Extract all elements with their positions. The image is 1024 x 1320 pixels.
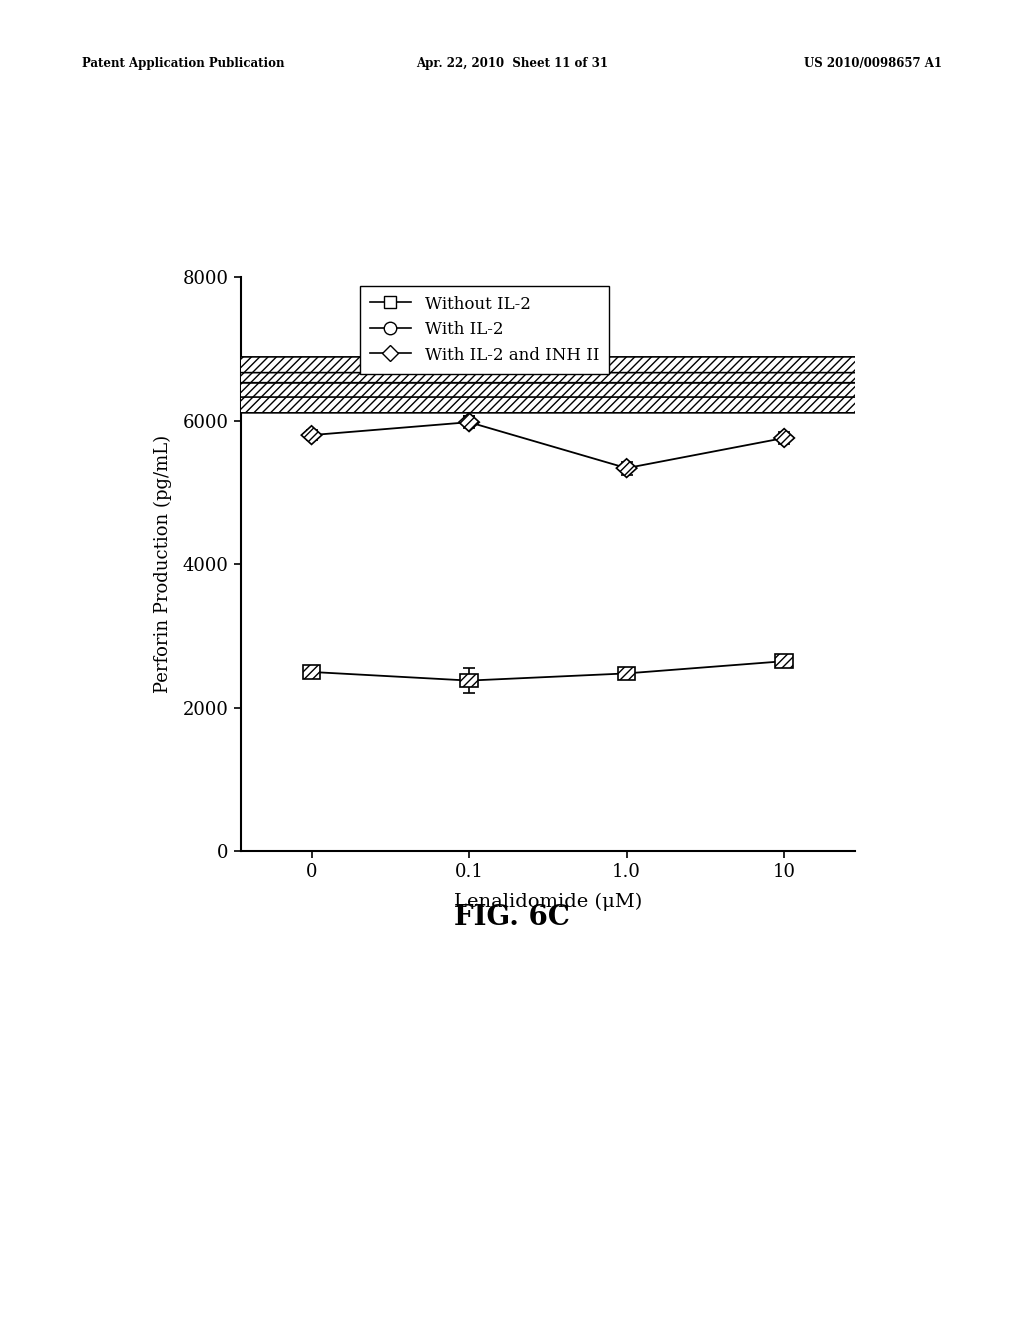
X-axis label: Lenalidomide (μM): Lenalidomide (μM) xyxy=(454,892,642,911)
FancyBboxPatch shape xyxy=(775,655,793,668)
Text: Apr. 22, 2010  Sheet 11 of 31: Apr. 22, 2010 Sheet 11 of 31 xyxy=(416,57,608,70)
Polygon shape xyxy=(774,429,795,447)
Y-axis label: Perforin Production (pg/mL): Perforin Production (pg/mL) xyxy=(154,436,172,693)
Text: FIG. 6C: FIG. 6C xyxy=(454,904,570,931)
Polygon shape xyxy=(301,426,322,445)
Polygon shape xyxy=(459,413,479,432)
Legend: Without IL-2, With IL-2, With IL-2 and INH II: Without IL-2, With IL-2, With IL-2 and I… xyxy=(359,285,609,374)
Circle shape xyxy=(0,356,1024,372)
Circle shape xyxy=(0,397,1024,413)
Polygon shape xyxy=(616,459,637,478)
FancyBboxPatch shape xyxy=(303,665,321,678)
Text: US 2010/0098657 A1: US 2010/0098657 A1 xyxy=(804,57,942,70)
Circle shape xyxy=(0,367,1024,383)
Text: Patent Application Publication: Patent Application Publication xyxy=(82,57,285,70)
FancyBboxPatch shape xyxy=(617,667,635,680)
FancyBboxPatch shape xyxy=(461,673,478,688)
Circle shape xyxy=(0,383,1024,399)
